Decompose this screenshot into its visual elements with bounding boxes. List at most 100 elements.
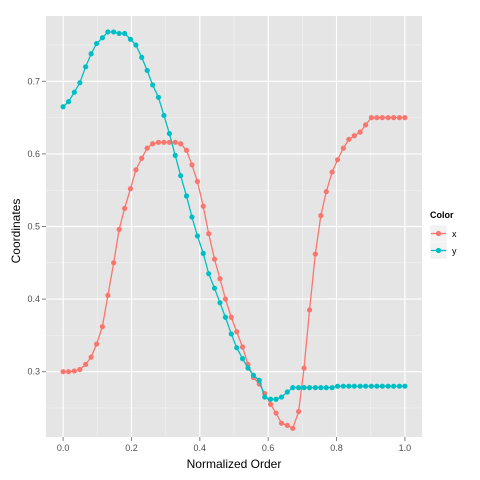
series-y-point	[234, 345, 240, 351]
series-y-point	[65, 99, 72, 105]
series-y-point	[194, 233, 201, 239]
series-y-point	[122, 30, 128, 37]
x-tick-label: 1.0	[399, 443, 412, 453]
series-y-point	[189, 214, 195, 220]
series-y-point	[88, 51, 94, 57]
series-y-point	[239, 356, 246, 362]
legend-label-y: y	[452, 246, 457, 256]
y-tick-label: 0.5	[27, 222, 40, 232]
series-x-point	[122, 205, 128, 211]
series-x-point	[166, 139, 172, 145]
x-tick-label: 0.2	[125, 443, 138, 453]
series-x-point	[323, 189, 329, 195]
series-x-point	[296, 408, 302, 415]
series-y-point	[217, 300, 223, 306]
series-x-point	[194, 178, 201, 185]
series-y-point	[329, 385, 335, 391]
x-axis: 0.0 0.2 0.4 0.6 0.8 1.0	[57, 437, 411, 453]
series-x-point	[402, 115, 408, 121]
series-x-point	[368, 115, 375, 121]
series-x-point	[88, 354, 94, 360]
series-x-point	[346, 136, 352, 142]
series-y-point	[111, 29, 117, 35]
series-y-point	[206, 271, 212, 277]
series-y-point	[256, 377, 262, 383]
x-axis-title: Normalized Order	[187, 457, 282, 471]
series-x-point	[206, 231, 212, 237]
series-x-point	[329, 169, 335, 175]
series-y-point	[83, 64, 89, 70]
series-layer	[60, 29, 408, 431]
series-x-point	[379, 115, 385, 121]
series-x-point	[183, 147, 190, 153]
series-y-point	[391, 383, 397, 389]
legend-label-x: x	[452, 229, 457, 239]
x-tick-label: 0.0	[57, 443, 70, 453]
series-y-point	[357, 383, 363, 389]
series-y-point	[346, 383, 352, 389]
series-x-point	[200, 203, 206, 209]
series-x-point	[116, 226, 122, 232]
series-x-point	[99, 324, 105, 330]
series-y-point	[273, 396, 279, 402]
series-y-point	[166, 130, 172, 137]
series-y-point	[306, 385, 313, 391]
series-y-point	[161, 112, 167, 119]
series-x-point	[178, 141, 184, 147]
y-tick-label: 0.6	[27, 149, 40, 159]
y-axis-title: Coordinates	[9, 199, 23, 264]
series-x-point	[93, 341, 100, 347]
series-y-point	[60, 104, 66, 110]
series-y-point	[222, 314, 229, 320]
series-y-point	[127, 36, 134, 42]
series-y-point	[250, 372, 257, 378]
series-y-point	[323, 385, 329, 391]
series-x-point	[217, 276, 223, 282]
series-y-point	[71, 89, 77, 95]
y-tick-label: 0.4	[27, 294, 40, 304]
series-y-point	[402, 383, 408, 389]
series-x-point	[60, 369, 66, 375]
series-y-point	[374, 383, 380, 389]
series-y-point	[178, 173, 184, 179]
series-y-point	[312, 385, 318, 391]
series-y-point	[133, 42, 139, 48]
series-x-point	[77, 366, 83, 373]
series-x-point	[357, 129, 363, 135]
series-x-point	[284, 422, 290, 428]
series-y-point	[379, 383, 385, 389]
series-x-point	[222, 296, 229, 302]
series-y-point	[139, 54, 145, 60]
series-x-point	[334, 157, 341, 163]
series-x-point	[273, 410, 279, 416]
series-y-point	[296, 385, 302, 391]
series-x-point	[65, 369, 72, 375]
series-x-point	[105, 292, 111, 299]
series-x-point	[234, 329, 240, 335]
series-x-point	[133, 167, 139, 173]
legend-item-y: y	[429, 241, 457, 260]
legend-title: Color	[430, 210, 454, 220]
series-y	[60, 29, 408, 402]
series-y-point	[245, 365, 251, 371]
series-x-point	[211, 256, 218, 262]
x-tick-label: 0.8	[330, 443, 343, 453]
legend-items: xy	[429, 224, 457, 260]
series-x-point	[111, 260, 117, 266]
series-y-point	[301, 385, 307, 391]
series-y-point	[228, 331, 234, 337]
series-y-point	[150, 82, 156, 88]
series-x-point	[374, 115, 380, 121]
series-x-point	[267, 401, 274, 407]
series-x-point	[71, 368, 77, 374]
series-x-point	[391, 115, 397, 121]
legend-key-point	[435, 230, 442, 237]
series-y-point	[116, 30, 122, 37]
y-tick-label: 0.3	[27, 367, 40, 377]
series-y-point	[262, 394, 268, 400]
series-x-point	[228, 314, 234, 320]
series-x-point	[385, 115, 391, 121]
series-x-point	[396, 115, 403, 121]
series-x-point	[306, 307, 313, 313]
